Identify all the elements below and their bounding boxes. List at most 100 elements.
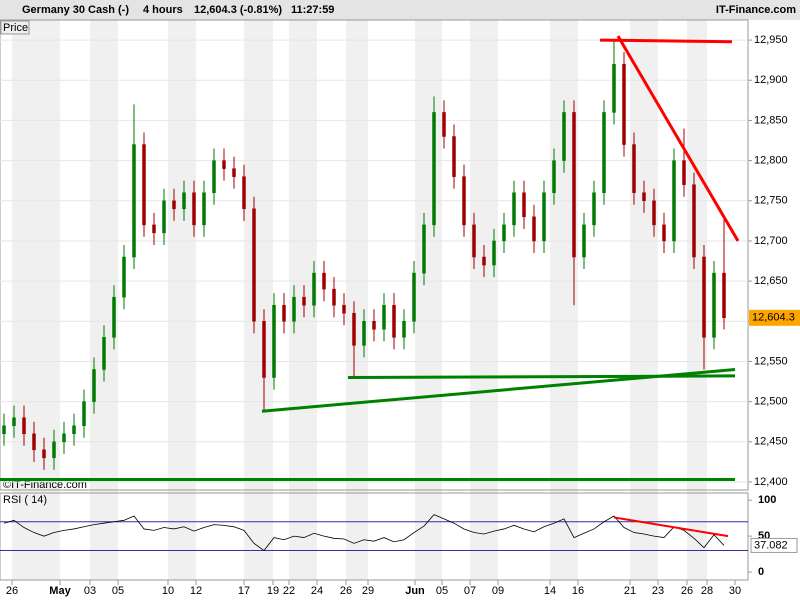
candle-body [692, 184, 696, 258]
time: 11:27:59 [291, 4, 334, 16]
candle-body [462, 176, 466, 226]
day-band [244, 20, 273, 580]
x-tick-label: 05 [436, 585, 448, 597]
candle-body [622, 63, 626, 145]
candle-body [172, 200, 176, 210]
trendline [613, 516, 729, 538]
x-tick-label: 07 [464, 585, 476, 597]
y-tick-label: 12,750 [754, 195, 788, 207]
rsi-line [3, 514, 725, 552]
candle-body [292, 296, 296, 322]
candle-body [682, 160, 686, 185]
candle-body [652, 200, 656, 226]
candle-body [342, 304, 346, 314]
price-title: Price [3, 22, 28, 34]
x-tick-label: 26 [681, 585, 693, 597]
candle-body [602, 112, 606, 193]
last-price-box [749, 309, 800, 326]
price-frame [0, 19, 749, 491]
candle-body [12, 417, 16, 426]
brand: IT-Finance.com [716, 4, 796, 16]
candle-body [522, 192, 526, 218]
y-tick-label: 12,800 [754, 155, 788, 167]
candle-body [272, 304, 276, 378]
x-tick-label: 22 [283, 585, 295, 597]
candle-body [492, 240, 496, 266]
y-tick-label: 12,850 [754, 114, 788, 126]
candle-body [42, 449, 46, 459]
candle-body [282, 304, 286, 322]
last-rsi-label: 37.082 [754, 539, 788, 551]
candle-body [502, 224, 506, 242]
candle-body [322, 272, 326, 290]
x-tick-label: May [49, 585, 71, 597]
candle-body [392, 304, 396, 338]
candle-body [532, 216, 536, 242]
rsi-title: RSI ( 14) [3, 494, 47, 506]
header-bar [0, 0, 800, 20]
trendline [616, 35, 740, 242]
candle-body [112, 296, 116, 338]
y-tick-label: 12,450 [754, 436, 788, 448]
candle-body [582, 224, 586, 258]
x-tick-label: 23 [652, 585, 664, 597]
instrument: Germany 30 Cash (-) [22, 4, 129, 16]
candle-body [382, 304, 386, 330]
candle-body [32, 433, 36, 451]
x-tick-label: 30 [729, 585, 741, 597]
candle-body [212, 160, 216, 193]
day-band [346, 20, 368, 580]
y-tick-label: 12,700 [754, 235, 788, 247]
candle-body [302, 296, 306, 306]
x-tick-label: 24 [311, 585, 323, 597]
x-tick-label: 09 [492, 585, 504, 597]
x-tick-label: 17 [238, 585, 250, 597]
candle-body [2, 425, 6, 435]
x-tick-label: 10 [162, 585, 174, 597]
candle-body [422, 224, 426, 274]
candle-body [402, 321, 406, 338]
candle-body [632, 144, 636, 193]
candle-body [162, 200, 166, 234]
y-tick-label: 12,400 [754, 476, 788, 488]
trendline [347, 374, 736, 380]
x-tick-label: 03 [84, 585, 96, 597]
y-tick-label: 12,900 [754, 74, 788, 86]
candle-body [512, 192, 516, 226]
last-price-label: 12,604.3 [752, 312, 795, 324]
candle-body [72, 425, 76, 435]
candle-body [452, 136, 456, 177]
day-band [630, 20, 658, 580]
bands [12, 20, 707, 580]
candle-body [242, 176, 246, 210]
candle-body [152, 224, 156, 234]
x-tick-label: 12 [190, 585, 202, 597]
candle-body [542, 192, 546, 242]
day-band [168, 20, 196, 580]
candle-body [202, 192, 206, 226]
candle-body [702, 256, 706, 338]
y-tick-label: 12,650 [754, 275, 788, 287]
candle-body [122, 256, 126, 298]
candle-body [552, 160, 556, 193]
candle-body [722, 272, 726, 319]
interval: 4 hours [143, 4, 183, 16]
x-tick-label: 16 [572, 585, 584, 597]
candle-body [362, 321, 366, 346]
candle-body [672, 160, 676, 242]
day-band [470, 20, 498, 580]
y-tick-label: 0 [758, 566, 764, 578]
candle-body [62, 433, 66, 443]
x-tick-label: 14 [544, 585, 556, 597]
x-tick-label: 28 [701, 585, 713, 597]
candle-body [572, 112, 576, 258]
candle-body [52, 441, 56, 459]
y-tick-label: 100 [758, 494, 776, 506]
x-tick-label: 19 [267, 585, 279, 597]
x-tick-label: 29 [362, 585, 374, 597]
candle-body [82, 401, 86, 426]
y-tick-label: 12,550 [754, 355, 788, 367]
day-band [12, 20, 60, 580]
